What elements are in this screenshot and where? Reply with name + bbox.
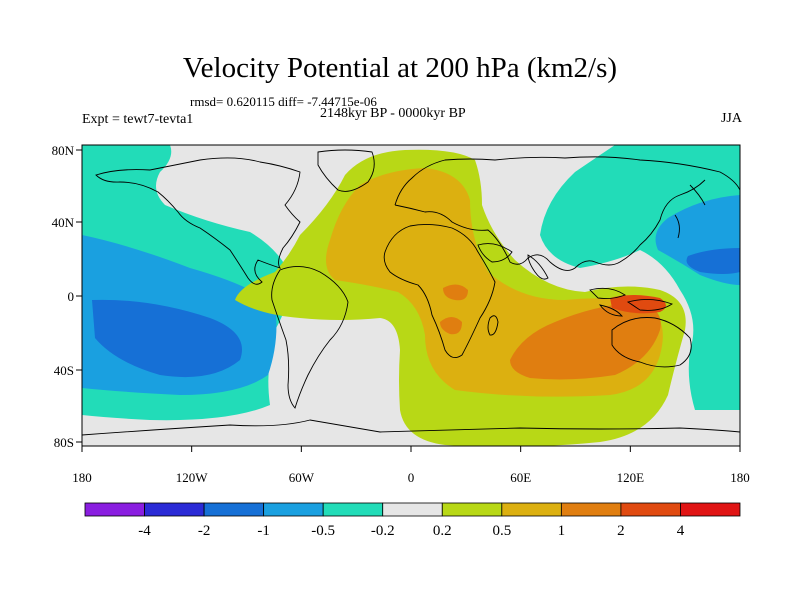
colorbar-label: 2	[617, 523, 625, 539]
coastline-arabia-india	[477, 243, 549, 280]
x-tick-label: 180	[72, 470, 92, 485]
map-title: Velocity Potential at 200 hPa (km2/s)	[182, 52, 618, 84]
colorbar-label: -0.2	[371, 523, 395, 539]
experiment-label: Expt = tewt7-tevta1	[82, 112, 194, 127]
period-label: 2148kyr BP - 0000kyr BP	[320, 106, 466, 121]
contour-field	[82, 145, 740, 446]
colorbar-swatch	[84, 502, 145, 517]
coastline-greenland	[317, 149, 375, 192]
orange-region-africa-north	[443, 284, 468, 301]
colorbar-swatch	[620, 502, 681, 517]
y-axis: 80N 40N 0 40S 80S	[52, 143, 82, 450]
y-tick-label: 0	[68, 289, 75, 304]
y-tick-label: 40N	[52, 215, 75, 230]
y-tick-label: 80S	[54, 435, 74, 450]
orange-region-africa-south	[440, 317, 462, 335]
colorbar-label: 0.5	[492, 523, 511, 539]
colorbar-label: -4	[138, 523, 151, 539]
x-tick-label: 180	[730, 470, 750, 485]
blue-region-west-pacific	[92, 299, 242, 378]
x-tick-label: 60W	[289, 470, 315, 485]
coastline-north-america	[95, 157, 301, 285]
colorbar-label: -1	[257, 523, 270, 539]
colorbar-swatch	[560, 502, 622, 517]
colorbar-swatch	[203, 502, 265, 517]
colorbar-label: 0.2	[433, 523, 452, 539]
coastline-australia	[611, 317, 692, 368]
colorbar-swatch	[322, 502, 384, 517]
stats-line: rmsd= 0.620115 diff= -7.44715e-06	[190, 94, 377, 109]
coastline-madagascar	[487, 315, 499, 336]
x-axis: 180 120W 60W 0 60E 120E 180	[72, 446, 750, 485]
x-tick-label: 120E	[617, 470, 645, 485]
blue-region-asia	[686, 248, 740, 274]
colorbar-swatch	[680, 502, 741, 517]
x-tick-label: 60E	[510, 470, 531, 485]
coastline-south-america	[271, 266, 349, 409]
x-tick-label: 0	[408, 470, 415, 485]
y-tick-label: 40S	[54, 363, 74, 378]
colorbar-swatch	[382, 502, 443, 517]
colorbar-label: -2	[198, 523, 211, 539]
colorbar-label: 1	[558, 523, 566, 539]
colorbar: -4 -2 -1 -0.5 -0.2 0.2 0.5 1 2 4	[84, 502, 741, 539]
orange-region-indian-ocean	[510, 302, 661, 380]
colorbar-swatch	[263, 502, 324, 517]
colorbar-label: -0.5	[311, 523, 335, 539]
y-tick-label: 80N	[52, 143, 75, 158]
coastline-east-asia-islands	[674, 184, 706, 239]
season-label: JJA	[720, 111, 742, 126]
coastline-africa	[383, 223, 496, 359]
coastline-antarctica	[82, 419, 740, 436]
coastline-maritime-continent	[589, 287, 673, 317]
colorbar-swatch	[501, 502, 562, 517]
colorbar-swatch	[144, 502, 205, 517]
colorbar-label: 4	[677, 523, 685, 539]
colorbar-swatch	[441, 502, 503, 517]
coastline-eurasia	[394, 156, 740, 271]
x-tick-label: 120W	[176, 470, 209, 485]
coastlines	[82, 149, 740, 436]
